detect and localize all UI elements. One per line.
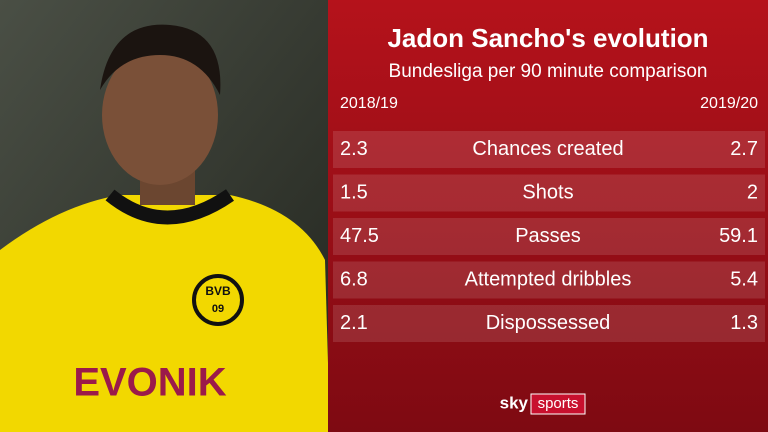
value-2019: 5.4 bbox=[730, 268, 758, 290]
table: 2.3 Chances created 2.7 1.5 Shots 2 47.5 Passes… bbox=[333, 131, 765, 342]
row-background bbox=[333, 305, 765, 342]
value-2019: 2.7 bbox=[730, 138, 758, 160]
logo: sky sports bbox=[500, 393, 586, 415]
value-2018: 6.8 bbox=[340, 268, 368, 290]
value-2019: 1.3 bbox=[730, 312, 758, 334]
stat-label: Attempted dribbles bbox=[465, 268, 632, 290]
logo-sky: sky bbox=[500, 393, 529, 412]
row-background bbox=[333, 131, 765, 168]
row-background bbox=[333, 261, 765, 299]
stat-label: Passes bbox=[515, 225, 581, 247]
value-2018: 1.5 bbox=[340, 181, 368, 203]
column-header: 2019/20 bbox=[700, 95, 758, 112]
player-photo: BVB 09 EVONIK bbox=[0, 0, 330, 432]
column-header: 2018/19 bbox=[340, 95, 398, 112]
badge-text: 09 bbox=[212, 303, 224, 315]
stat-label: Chances created bbox=[472, 138, 623, 160]
subtitle: Bundesliga per 90 minute comparison bbox=[389, 61, 708, 82]
stat-label: Shots bbox=[522, 181, 573, 203]
value-2019: 59.1 bbox=[719, 225, 758, 247]
row-background bbox=[333, 174, 765, 212]
value-2018: 2.1 bbox=[340, 312, 368, 334]
shirt-sponsor: EVONIK bbox=[73, 361, 226, 405]
value-2018: 2.3 bbox=[340, 138, 368, 160]
title: Jadon Sancho's evolution bbox=[387, 23, 708, 53]
badge-text: BVB bbox=[205, 284, 231, 298]
value-2019: 2 bbox=[747, 181, 758, 203]
panel bbox=[328, 0, 768, 432]
value-2018: 47.5 bbox=[340, 225, 379, 247]
stat-label: Dispossessed bbox=[486, 312, 611, 334]
logo-sports: sports bbox=[538, 395, 579, 412]
row-background bbox=[333, 218, 765, 255]
